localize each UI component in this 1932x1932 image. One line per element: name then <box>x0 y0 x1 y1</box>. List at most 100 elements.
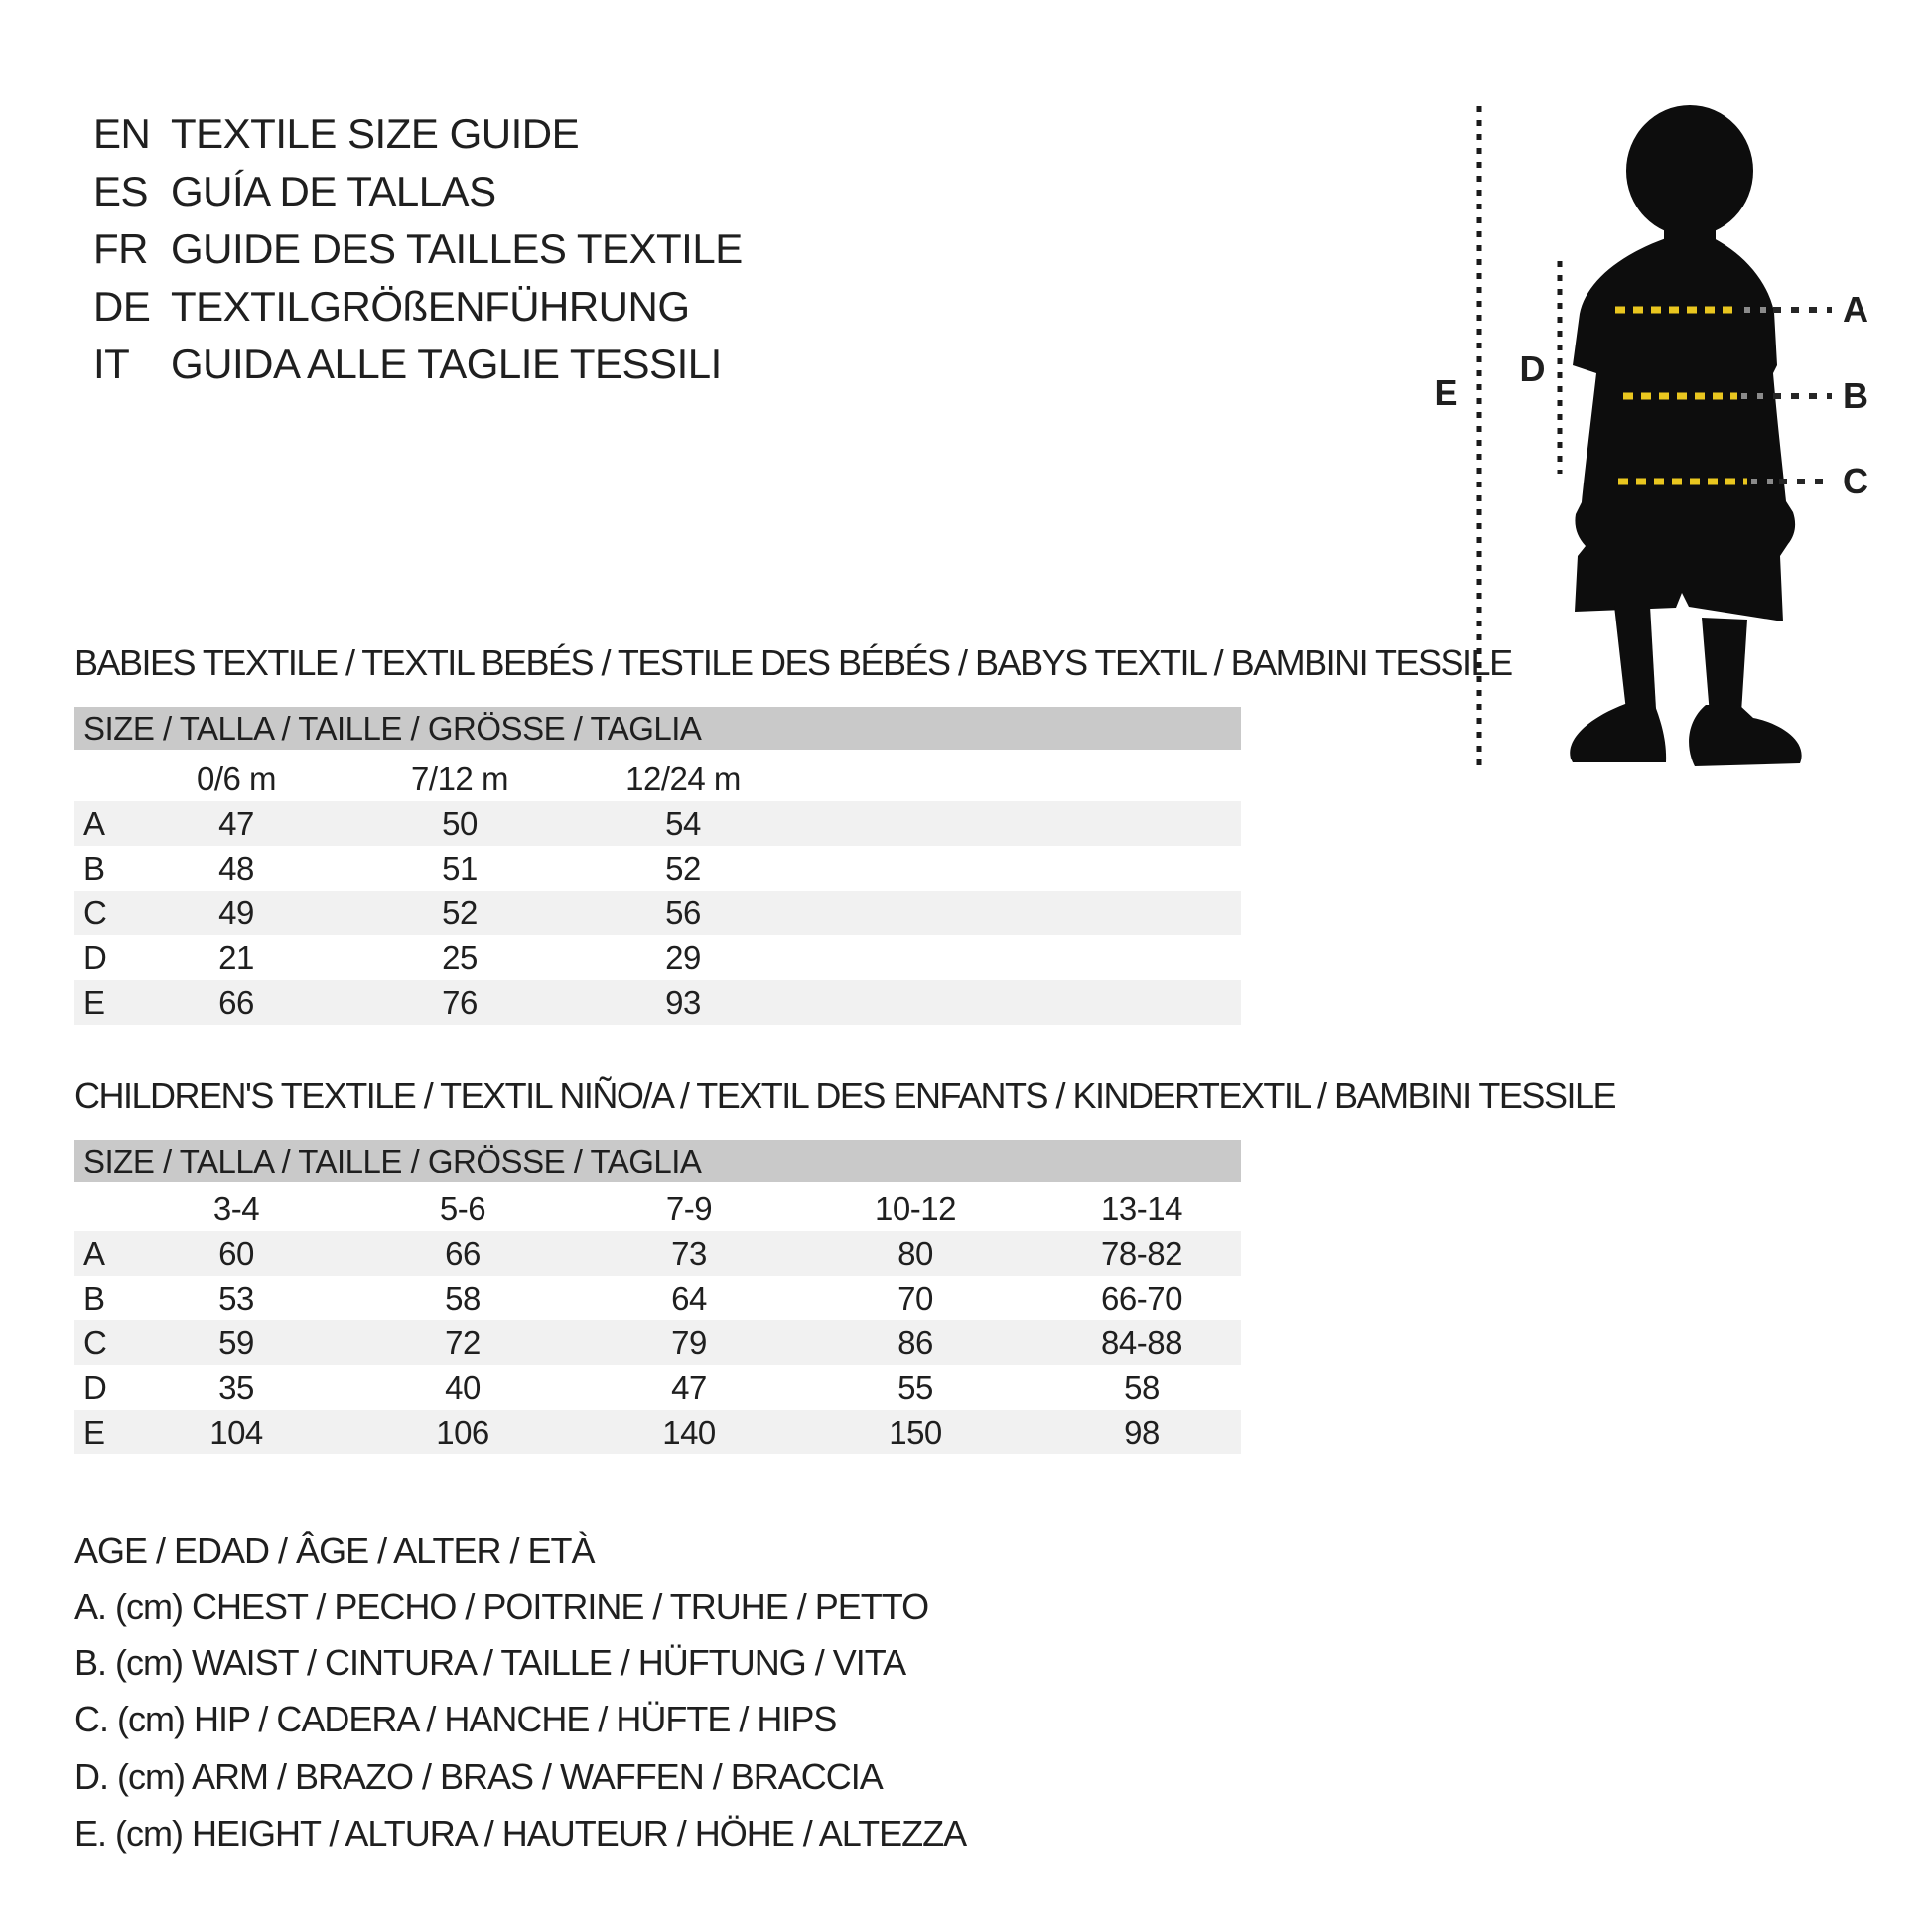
language-row-de: DE TEXTILGRÖßENFÜHRUNG <box>93 284 690 330</box>
language-code: IT <box>93 341 130 387</box>
table-cell: 84-88 <box>1101 1324 1182 1361</box>
column-header: 10-12 <box>875 1190 956 1227</box>
language-row-fr: FR GUIDE DES TAILLES TEXTILE <box>93 226 743 272</box>
silhouette-right-leg <box>1702 618 1747 715</box>
table-cell: 64 <box>671 1280 707 1316</box>
silhouette-left-shoe <box>1570 703 1667 762</box>
table-cell: 70 <box>897 1280 933 1316</box>
row-label: E <box>83 984 105 1021</box>
table-cell: 52 <box>442 895 478 931</box>
table-cell: 55 <box>897 1369 933 1406</box>
waist-b-measure-line: B <box>1623 375 1868 416</box>
row-label: D <box>83 1369 107 1406</box>
row-label: A <box>83 1235 105 1272</box>
table-row: B 53 58 64 70 66-70 <box>74 1276 1241 1320</box>
table-cell: 48 <box>218 850 254 887</box>
table-cell: 66 <box>445 1235 481 1272</box>
column-header: 12/24 m <box>625 760 741 797</box>
language-code: FR <box>93 225 149 272</box>
table-cell: 35 <box>218 1369 254 1406</box>
legend-height-line: E. (cm) HEIGHT / ALTURA / HAUTEUR / HÖHE… <box>74 1813 967 1854</box>
table-cell: 73 <box>671 1235 707 1272</box>
legend-arm-line: D. (cm) ARM / BRAZO / BRAS / WAFFEN / BR… <box>74 1756 884 1797</box>
table-cell: 80 <box>897 1235 933 1272</box>
column-header: 7/12 m <box>411 760 508 797</box>
table-cell: 150 <box>889 1414 942 1450</box>
label-b: B <box>1843 375 1868 416</box>
table-row: B 48 51 52 <box>74 846 1241 891</box>
table-row: C 49 52 56 <box>74 891 1241 935</box>
size-header-bar: SIZE / TALLA / TAILLE / GRÖSSE / TAGLIA <box>74 707 1241 750</box>
chest-a-measure-line: A <box>1615 289 1869 330</box>
language-row-it: IT GUIDA ALLE TAGLIE TESSILI <box>93 342 722 387</box>
table-row: A 60 66 73 80 78-82 <box>74 1231 1241 1276</box>
guide-title: GUÍA DE TALLAS <box>171 168 496 214</box>
silhouette-right-shoe <box>1689 705 1802 766</box>
table-cell: 21 <box>218 939 254 976</box>
table-cell: 66-70 <box>1101 1280 1182 1316</box>
table-cell: 58 <box>445 1280 481 1316</box>
table-cell: 98 <box>1124 1414 1160 1450</box>
row-label: C <box>83 895 107 931</box>
guide-title: GUIDE DES TAILLES TEXTILE <box>171 225 743 272</box>
row-label: D <box>83 939 107 976</box>
table-cell: 86 <box>897 1324 933 1361</box>
children-section-heading: CHILDREN'S TEXTILE / TEXTIL NIÑO/A / TEX… <box>74 1075 1616 1116</box>
hip-c-measure-line: C <box>1618 461 1869 501</box>
table-cell: 106 <box>436 1414 489 1450</box>
language-code: EN <box>93 110 151 157</box>
table-row: E 66 76 93 <box>74 980 1241 1025</box>
table-cell: 76 <box>442 984 478 1021</box>
table-cell: 51 <box>442 850 478 887</box>
table-row: D 35 40 47 55 58 <box>74 1365 1241 1410</box>
row-label: B <box>83 1280 105 1316</box>
child-silhouette <box>1570 105 1802 766</box>
language-code: ES <box>93 168 149 214</box>
guide-title: TEXTILE SIZE GUIDE <box>171 110 580 157</box>
row-label: E <box>83 1414 105 1450</box>
column-header: 3-4 <box>212 1190 260 1227</box>
table-cell: 52 <box>665 850 701 887</box>
table-cell: 49 <box>218 895 254 931</box>
children-column-header-row: 3-4 5-6 7-9 10-12 13-14 <box>74 1186 1241 1231</box>
guide-title: GUIDA ALLE TAGLIE TESSILI <box>171 341 722 387</box>
table-cell: 25 <box>442 939 478 976</box>
table-cell: 79 <box>671 1324 707 1361</box>
table-cell: 56 <box>665 895 701 931</box>
row-label: B <box>83 850 105 887</box>
label-c: C <box>1843 461 1868 501</box>
column-header: 13-14 <box>1101 1190 1182 1227</box>
legend-chest-line: A. (cm) CHEST / PECHO / POITRINE / TRUHE… <box>74 1587 929 1627</box>
table-row: E 104 106 140 150 98 <box>74 1410 1241 1454</box>
silhouette-head <box>1626 105 1753 236</box>
silhouette-left-leg <box>1614 606 1656 711</box>
table-cell: 104 <box>209 1414 263 1450</box>
legend-age-line: AGE / EDAD / ÂGE / ALTER / ETÀ <box>74 1530 595 1571</box>
table-cell: 60 <box>218 1235 254 1272</box>
language-row-es: ES GUÍA DE TALLAS <box>93 169 496 214</box>
table-cell: 78-82 <box>1101 1235 1182 1272</box>
silhouette-torso <box>1573 238 1796 621</box>
size-header-bar: SIZE / TALLA / TAILLE / GRÖSSE / TAGLIA <box>74 1140 1241 1182</box>
table-cell: 59 <box>218 1324 254 1361</box>
table-row: D 21 25 29 <box>74 935 1241 980</box>
legend-waist-line: B. (cm) WAIST / CINTURA / TAILLE / HÜFTU… <box>74 1642 906 1683</box>
table-cell: 58 <box>1124 1369 1160 1406</box>
table-cell: 93 <box>665 984 701 1021</box>
language-row-en: EN TEXTILE SIZE GUIDE <box>93 110 580 157</box>
label-e: E <box>1434 372 1457 413</box>
table-row: A 47 50 54 <box>74 801 1241 846</box>
table-cell: 47 <box>671 1369 707 1406</box>
table-cell: 47 <box>218 805 254 842</box>
row-label: A <box>83 805 105 842</box>
table-cell: 53 <box>218 1280 254 1316</box>
legend-hip-line: C. (cm) HIP / CADERA / HANCHE / HÜFTE / … <box>74 1699 837 1739</box>
table-cell: 54 <box>665 805 701 842</box>
column-header: 5-6 <box>439 1190 486 1227</box>
language-code: DE <box>93 283 151 330</box>
table-cell: 50 <box>442 805 478 842</box>
guide-title: TEXTILGRÖßENFÜHRUNG <box>171 283 690 330</box>
table-row: C 59 72 79 86 84-88 <box>74 1320 1241 1365</box>
table-cell: 72 <box>445 1324 481 1361</box>
